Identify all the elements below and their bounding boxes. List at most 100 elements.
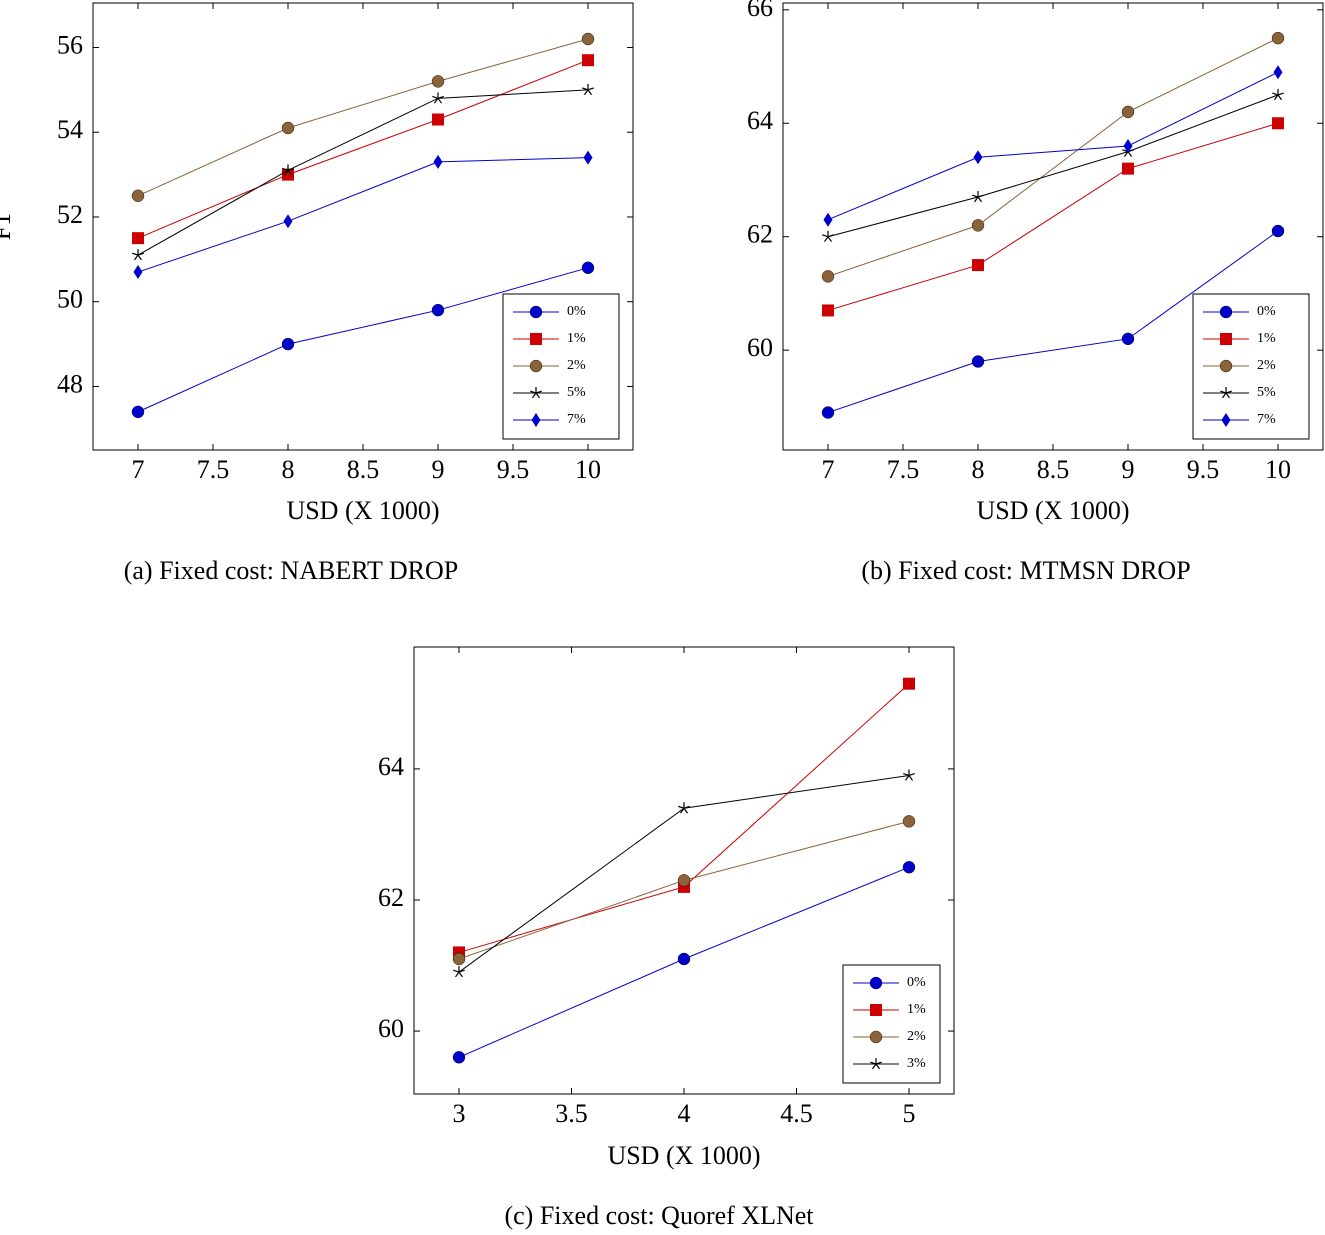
y-tick-label: 60 (747, 333, 773, 362)
marker (432, 92, 444, 104)
marker (1220, 333, 1232, 345)
x-tick-label: 9 (1122, 455, 1135, 484)
marker (283, 214, 293, 229)
marker (530, 333, 542, 345)
marker (452, 952, 466, 966)
x-axis-label: USD (X 1000) (976, 496, 1129, 525)
marker (529, 359, 543, 373)
chart: 3 3.5 4 4.5 5 60 62 64 USD (X 1000) (c) Fixed cos… (378, 646, 955, 1230)
marker (1121, 105, 1135, 119)
legend-label: 0% (907, 975, 926, 990)
marker (821, 406, 835, 419)
series-line (827, 94, 1279, 238)
x-tick-label: 9.5 (1187, 455, 1220, 484)
marker (531, 413, 541, 427)
y-tick-label: 54 (57, 115, 83, 144)
chart: 7 7.5 8 8.5 9 9.5 10 60 62 64 66 USD (X 1000) (b) Fi… (747, 0, 1324, 585)
marker (677, 874, 691, 887)
marker (1219, 305, 1233, 319)
marker (581, 261, 595, 275)
x-tick-label: 9.5 (497, 455, 530, 484)
legend-label: 5% (1257, 385, 1276, 400)
legend: 0% 1% 2% 3% (842, 964, 941, 1084)
series-line (137, 267, 589, 413)
legend-label: 0% (1257, 304, 1276, 319)
marker (582, 83, 594, 96)
marker (869, 976, 883, 990)
marker (870, 1004, 882, 1016)
legend-label: 1% (1257, 331, 1276, 346)
marker (972, 191, 984, 203)
marker (530, 387, 542, 399)
marker (1123, 138, 1133, 153)
marker (1271, 31, 1285, 45)
marker (581, 32, 595, 46)
x-tick-label: 8.5 (347, 455, 380, 484)
marker (1220, 387, 1232, 399)
x-tick-label: 5 (903, 1099, 916, 1128)
marker (132, 249, 144, 261)
marker (1221, 413, 1231, 427)
marker (582, 54, 594, 67)
series-line (827, 71, 1279, 221)
marker (1272, 88, 1284, 101)
marker (971, 355, 985, 368)
marker (822, 304, 834, 317)
marker (432, 113, 444, 126)
legend: 0% 1% 2% 5% 7% (1192, 293, 1310, 440)
marker (453, 966, 465, 978)
marker (972, 259, 984, 272)
marker (132, 232, 144, 245)
x-tick-label: 3.5 (555, 1099, 588, 1128)
y-axis-label: F1 (0, 213, 16, 240)
caption: (c) Fixed cost: Quoref XLNet (504, 1201, 814, 1230)
series-line (827, 122, 1279, 311)
x-tick-label: 10 (575, 455, 601, 484)
x-tick-label: 7.5 (197, 455, 230, 484)
marker (677, 952, 691, 966)
legend-label: 2% (907, 1029, 926, 1044)
marker (973, 150, 983, 165)
marker (583, 150, 593, 165)
marker (282, 164, 294, 176)
marker (281, 121, 295, 135)
marker (1121, 332, 1135, 346)
marker (131, 405, 145, 419)
legend-label: 0% (567, 304, 586, 319)
x-tick-label: 4.5 (780, 1099, 813, 1128)
marker (971, 219, 985, 232)
x-axis-label: USD (X 1000) (286, 496, 439, 525)
y-tick-label: 62 (378, 883, 404, 912)
marker (822, 230, 834, 242)
marker (529, 305, 543, 319)
marker (1271, 224, 1285, 238)
legend-label: 2% (1257, 358, 1276, 373)
marker (870, 1058, 882, 1070)
series-line (827, 230, 1279, 414)
marker (903, 677, 915, 690)
series-line (137, 38, 589, 197)
series-line (137, 89, 589, 256)
marker (902, 861, 916, 874)
y-tick-label: 56 (57, 30, 83, 59)
series-line (137, 157, 589, 273)
series-line (137, 59, 589, 239)
marker (678, 802, 690, 814)
marker (281, 337, 295, 351)
x-axis-label: USD (X 1000) (607, 1141, 760, 1170)
y-tick-label: 52 (57, 200, 83, 229)
series-line (827, 37, 1279, 277)
chart: 7 7.5 8 8.5 9 9.5 10 48 50 52 54 56 USD (X 1000) (a) … (0, 2, 634, 585)
x-tick-label: 7.5 (887, 455, 920, 484)
marker (903, 769, 915, 781)
marker (869, 1030, 883, 1044)
caption: (b) Fixed cost: MTMSN DROP (861, 556, 1190, 585)
legend: 0% 1% 2% 5% 7% (502, 293, 620, 440)
y-tick-label: 50 (57, 285, 83, 314)
legend-box (842, 964, 941, 1084)
y-tick-label: 60 (378, 1014, 404, 1043)
x-tick-label: 8 (972, 455, 985, 484)
legend-label: 7% (567, 412, 586, 427)
marker (1122, 162, 1134, 175)
